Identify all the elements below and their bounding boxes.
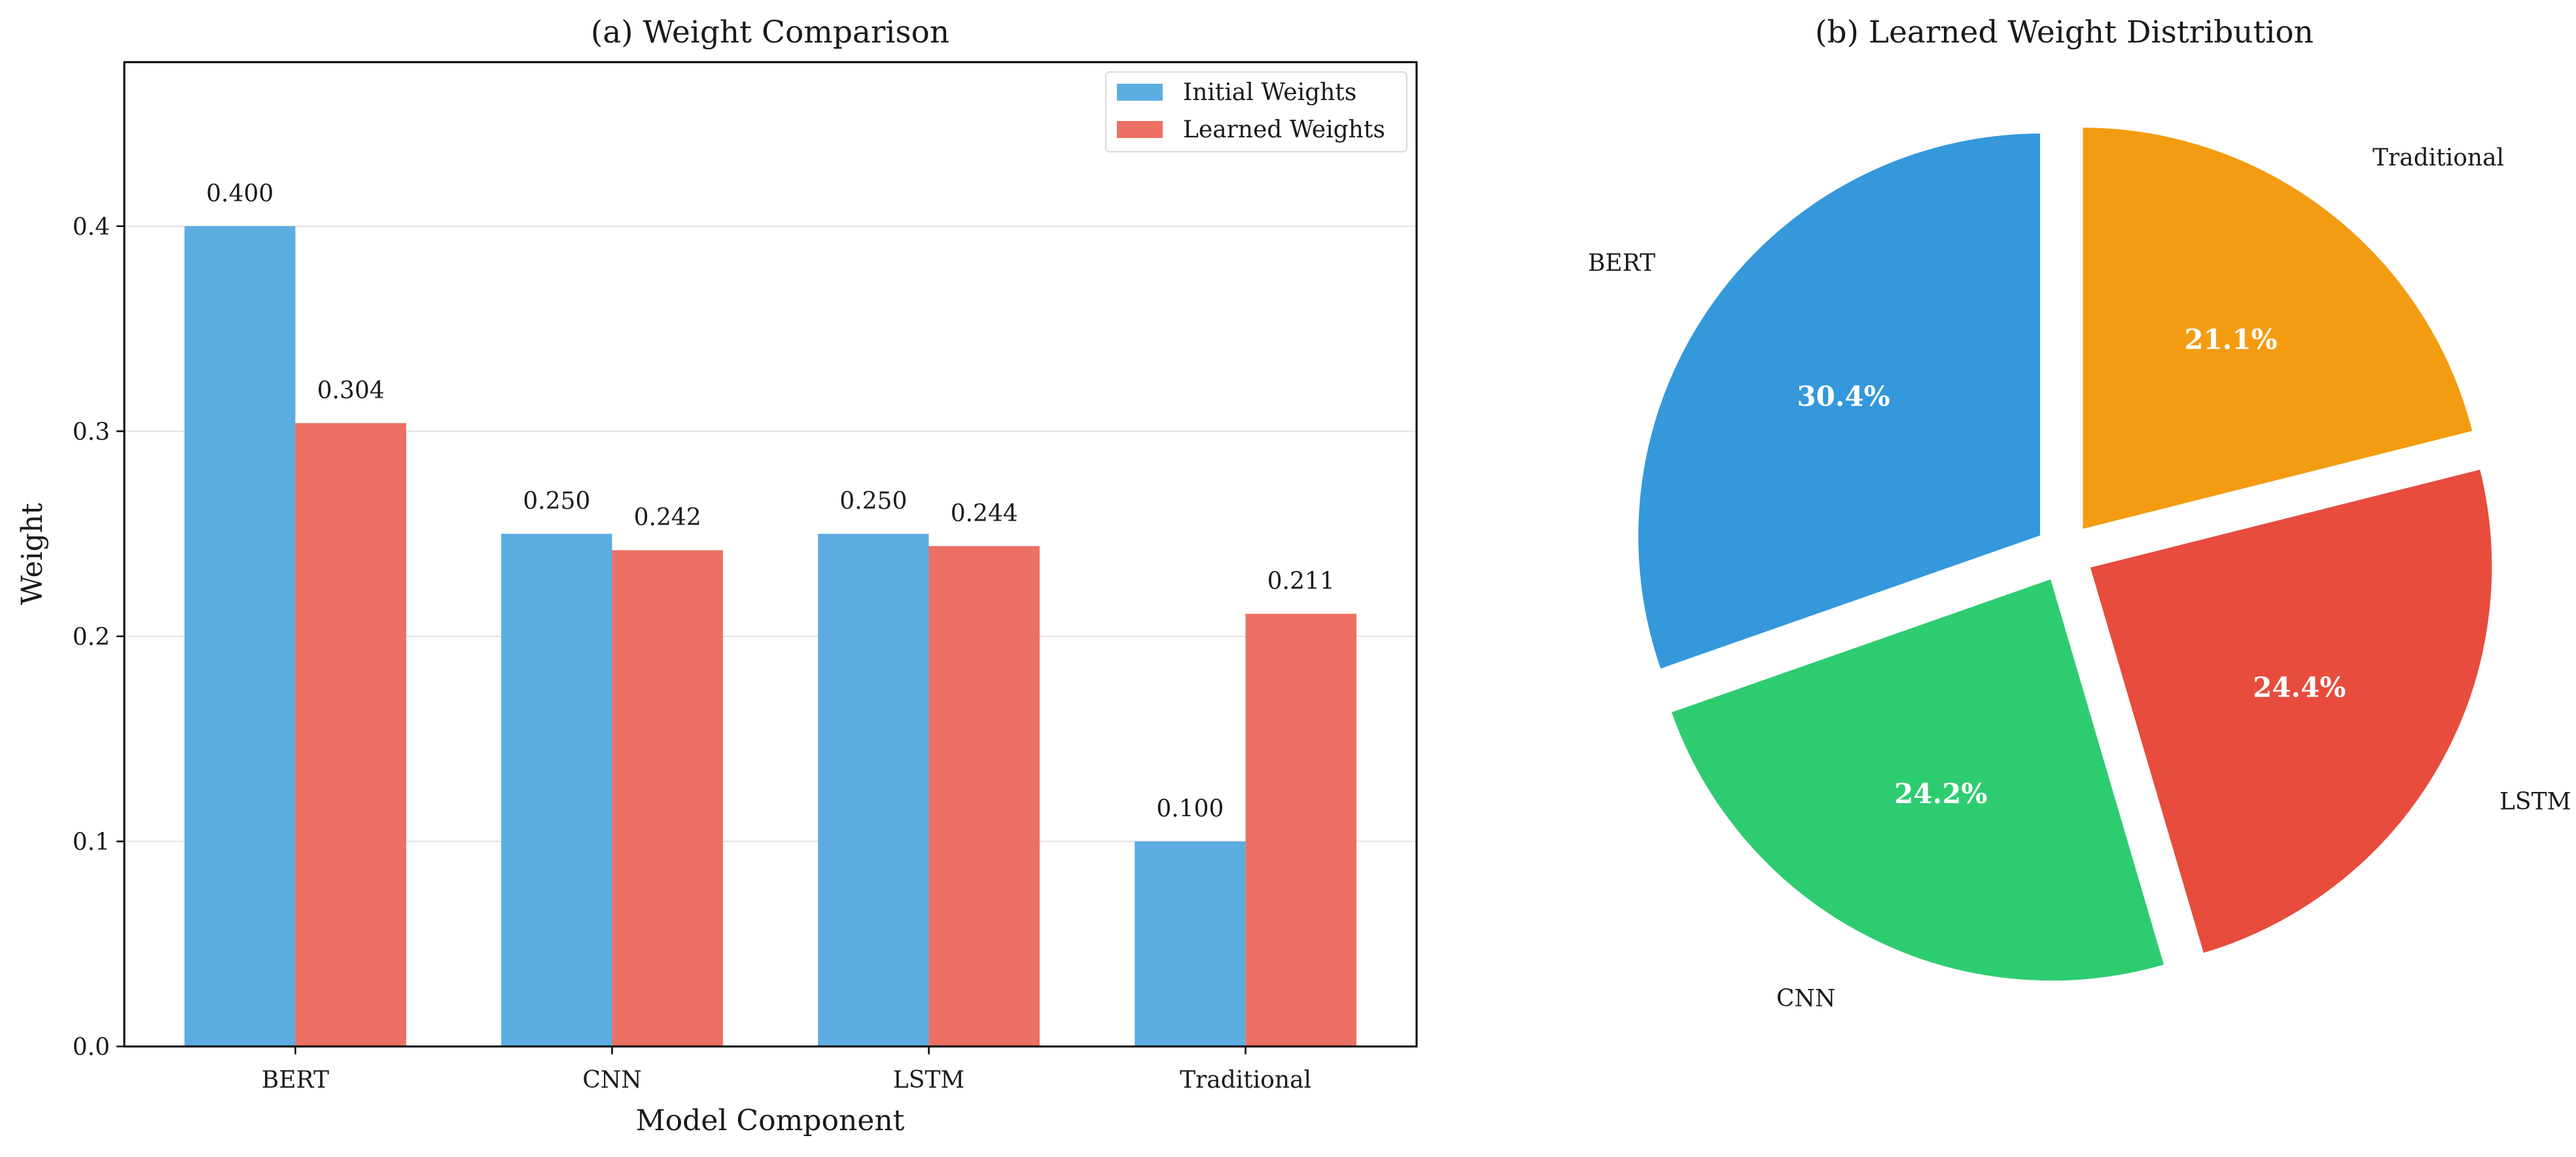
pie-slice-lstm [2087, 466, 2495, 956]
pie-slice-traditional [2080, 125, 2476, 532]
bar-chart-bars [184, 226, 1357, 1046]
bar-chart-legend: Initial Weights Learned Weights [1105, 71, 1407, 152]
x-tick-label: BERT [262, 1067, 329, 1094]
y-tick-label: 0.1 [73, 829, 110, 855]
bar-chart-y-ticks: 0.0 0.1 0.2 0.3 0.4 [73, 214, 124, 1061]
bar-cnn-initial [501, 534, 612, 1046]
pie-slice-bert [1635, 131, 2043, 672]
pie-slice-cnn [1668, 576, 2167, 984]
bar-chart-y-axis-label: Weight [16, 503, 49, 605]
pie-percent-label-bert: 30.4% [1797, 381, 1890, 413]
bar-value-label: 0.400 [206, 181, 273, 207]
pie-chart-slices [1635, 125, 2495, 984]
y-tick-label: 0.3 [73, 419, 110, 445]
bar-lstm-initial [818, 534, 929, 1046]
bar-value-label: 0.100 [1156, 795, 1224, 822]
pie-category-label-cnn: CNN [1776, 986, 1836, 1012]
pie-percent-label-cnn: 24.2% [1894, 778, 1987, 810]
pie-percent-label-lstm: 24.4% [2253, 671, 2346, 703]
bar-value-label: 0.304 [317, 377, 385, 404]
pie-category-label-bert: BERT [1588, 250, 1655, 277]
legend-swatch-learned [1117, 121, 1163, 138]
bar-value-label: 0.250 [523, 488, 590, 515]
bar-traditional-learned [1245, 613, 1357, 1046]
bar-chart-x-ticks: BERT CNN LSTM Traditional [262, 1046, 1311, 1094]
y-tick-label: 0.2 [73, 624, 110, 651]
x-tick-label: LSTM [893, 1067, 964, 1094]
bar-value-label: 0.250 [839, 488, 907, 515]
bar-lstm-learned [928, 545, 1040, 1046]
legend-frame [1105, 71, 1407, 152]
pie-percent-label-traditional: 21.1% [2184, 324, 2277, 356]
x-tick-label: CNN [582, 1067, 642, 1094]
x-tick-label: Traditional [1180, 1067, 1311, 1094]
bar-chart-x-axis-label: Model Component [636, 1104, 905, 1137]
pie-chart-labels: 30.4% BERT 24.2% CNN 24.4% LSTM 21.1% Tradition… [1588, 145, 2571, 1012]
bar-value-label: 0.242 [634, 504, 701, 531]
pie-category-label-traditional: Traditional [2373, 145, 2504, 171]
y-tick-label: 0.4 [73, 214, 110, 241]
bar-value-label: 0.244 [951, 500, 1018, 527]
bar-chart-panel: (a) Weight Comparison 0.0 0.1 0.2 0.3 0.4 BE… [16, 14, 1418, 1137]
pie-category-label-lstm: LSTM [2499, 788, 2571, 815]
y-tick-label: 0.0 [73, 1034, 110, 1061]
bar-bert-initial [184, 226, 296, 1046]
bar-bert-learned [295, 423, 406, 1046]
legend-label-learned: Learned Weights [1183, 116, 1385, 143]
bar-cnn-learned [612, 550, 723, 1046]
pie-chart-title: (b) Learned Weight Distribution [1815, 14, 2314, 50]
pie-chart-panel: (b) Learned Weight Distribution 30.4% BER… [1588, 14, 2571, 1012]
bar-chart-title: (a) Weight Comparison [591, 14, 949, 50]
legend-label-initial: Initial Weights [1183, 79, 1356, 106]
bar-traditional-initial [1135, 841, 1246, 1046]
bar-value-label: 0.211 [1267, 568, 1335, 595]
bar-chart-value-labels: 0.400 0.250 0.250 0.100 0.304 0.242 0.244 0.211 [206, 181, 1335, 823]
bar-chart-plot-frame [123, 61, 1418, 1048]
legend-swatch-initial [1117, 84, 1163, 101]
